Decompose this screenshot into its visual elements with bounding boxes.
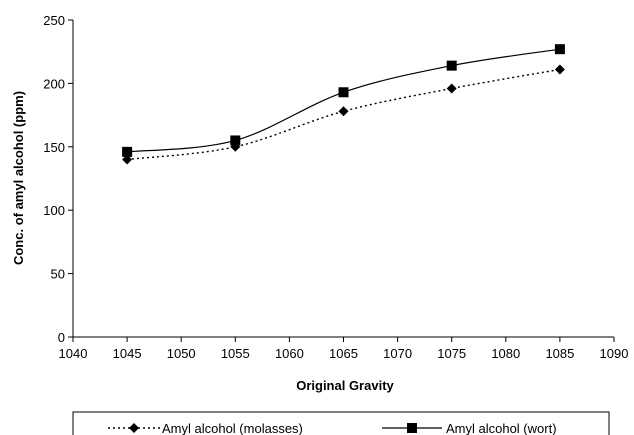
series-layer [122,44,565,165]
y-tick-label: 200 [43,76,65,91]
data-point-wort [554,44,565,55]
legend-label-molasses: Amyl alcohol (molasses) [162,421,303,435]
legend-label-wort: Amyl alcohol (wort) [446,421,557,435]
data-point-wort [338,87,349,98]
x-tick-label: 1070 [383,346,412,361]
legend-item-molasses: Amyl alcohol (molasses) [108,421,303,435]
x-axis-title: Original Gravity [296,378,394,393]
x-tick-label: 1060 [275,346,304,361]
legend: Amyl alcohol (molasses) Amyl alcohol (wo… [72,411,610,435]
x-tick-label: 1045 [113,346,142,361]
data-point-molasses [554,64,565,75]
x-tick-label: 1085 [545,346,574,361]
data-point-molasses [446,83,457,94]
plot-area [72,20,614,338]
y-tick-label: 250 [43,13,65,28]
x-tick-label: 1075 [437,346,466,361]
x-tick-label: 1090 [600,346,629,361]
legend-item-wort: Amyl alcohol (wort) [382,421,557,435]
x-tick-label: 1055 [221,346,250,361]
x-tick-label: 1065 [329,346,358,361]
legend-box [72,411,610,435]
x-tick-label: 1050 [167,346,196,361]
series-line-molasses [127,68,561,161]
legend-swatch-wort-marker [407,423,417,433]
legend-swatch-molasses-marker [129,423,139,433]
x-tick-label: 1080 [491,346,520,361]
data-point-molasses [338,106,349,117]
y-tick-label: 100 [43,203,65,218]
x-axis: 1040 1045 1050 1055 1060 1065 1070 1075 1080 1085… [59,337,629,361]
y-tick-label: 0 [58,330,65,345]
series-line-wort [127,48,560,153]
y-axis: 0 50 100 150 200 250 [43,13,73,345]
data-point-molasses [122,154,133,165]
y-tick-label: 150 [43,140,65,155]
data-point-wort [446,60,457,71]
y-axis-title: Conc. of amyl alcohol (ppm) [11,91,26,265]
data-point-wort [122,146,133,157]
y-tick-label: 50 [51,267,65,282]
data-point-wort [230,135,241,146]
x-tick-label: 1040 [59,346,88,361]
